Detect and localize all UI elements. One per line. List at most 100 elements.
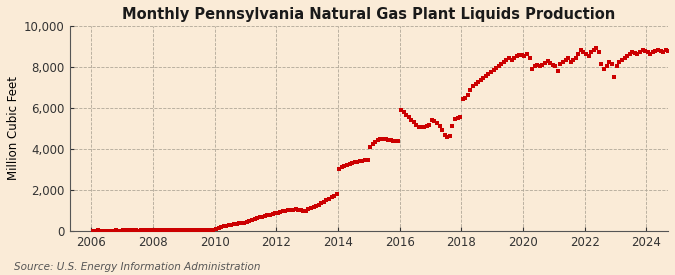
Point: [367, 142, 378, 146]
Point: [159, 228, 170, 232]
Point: [634, 50, 645, 54]
Point: [185, 228, 196, 232]
Point: [632, 52, 643, 56]
Point: [488, 68, 499, 72]
Point: [589, 48, 599, 52]
Point: [390, 139, 401, 143]
Point: [339, 164, 350, 169]
Point: [265, 213, 275, 217]
Point: [275, 210, 286, 214]
Point: [167, 228, 178, 232]
Point: [334, 167, 345, 172]
Point: [578, 50, 589, 54]
Point: [511, 54, 522, 58]
Point: [319, 200, 329, 204]
Point: [560, 58, 571, 62]
Point: [321, 198, 332, 202]
Point: [344, 161, 355, 166]
Point: [103, 229, 113, 233]
Point: [655, 49, 666, 53]
Point: [622, 54, 632, 58]
Point: [277, 209, 288, 214]
Point: [401, 113, 412, 117]
Title: Monthly Pennsylvania Natural Gas Plant Liquids Production: Monthly Pennsylvania Natural Gas Plant L…: [122, 7, 616, 22]
Point: [360, 158, 371, 163]
Point: [550, 64, 561, 69]
Point: [300, 209, 311, 213]
Point: [256, 214, 267, 219]
Point: [350, 160, 360, 164]
Point: [604, 60, 615, 65]
Point: [529, 64, 540, 69]
Point: [552, 68, 563, 73]
Point: [200, 228, 211, 232]
Point: [614, 60, 625, 65]
Point: [154, 228, 165, 232]
Point: [108, 228, 119, 233]
Point: [485, 70, 496, 74]
Point: [450, 117, 460, 121]
Point: [421, 124, 432, 129]
Point: [342, 163, 352, 167]
Point: [465, 88, 476, 93]
Point: [164, 228, 175, 233]
Point: [326, 195, 337, 199]
Point: [496, 62, 507, 66]
Point: [660, 48, 671, 52]
Point: [141, 228, 152, 233]
Point: [643, 50, 653, 54]
Point: [308, 205, 319, 210]
Point: [162, 228, 173, 233]
Point: [146, 228, 157, 233]
Point: [259, 214, 270, 218]
Point: [565, 60, 576, 65]
Point: [650, 49, 661, 53]
Point: [329, 194, 340, 198]
Point: [526, 66, 537, 71]
Point: [90, 228, 101, 233]
Point: [663, 49, 674, 53]
Point: [532, 63, 543, 67]
Point: [151, 228, 162, 232]
Point: [593, 50, 604, 54]
Point: [316, 201, 327, 205]
Point: [280, 209, 291, 213]
Point: [429, 119, 440, 123]
Point: [364, 145, 375, 149]
Point: [272, 210, 283, 215]
Point: [570, 56, 581, 60]
Point: [522, 52, 533, 56]
Point: [442, 134, 453, 139]
Point: [580, 52, 591, 56]
Y-axis label: Million Cubic Feet: Million Cubic Feet: [7, 76, 20, 180]
Point: [414, 125, 425, 130]
Point: [457, 97, 468, 101]
Point: [475, 78, 486, 82]
Point: [244, 219, 254, 223]
Point: [609, 75, 620, 79]
Point: [313, 202, 324, 207]
Point: [203, 228, 214, 232]
Point: [537, 63, 548, 67]
Point: [306, 206, 317, 211]
Point: [126, 228, 136, 233]
Point: [498, 60, 509, 64]
Point: [270, 211, 281, 216]
Point: [383, 138, 394, 142]
Point: [431, 121, 442, 125]
Point: [113, 228, 124, 233]
Point: [323, 196, 334, 201]
Point: [462, 92, 473, 97]
Point: [460, 95, 470, 100]
Point: [229, 222, 240, 226]
Point: [481, 74, 491, 78]
Point: [180, 228, 190, 232]
Point: [208, 228, 219, 232]
Point: [254, 215, 265, 220]
Point: [547, 63, 558, 68]
Point: [501, 57, 512, 62]
Point: [411, 123, 422, 128]
Point: [599, 66, 610, 71]
Point: [612, 64, 622, 69]
Point: [236, 221, 247, 225]
